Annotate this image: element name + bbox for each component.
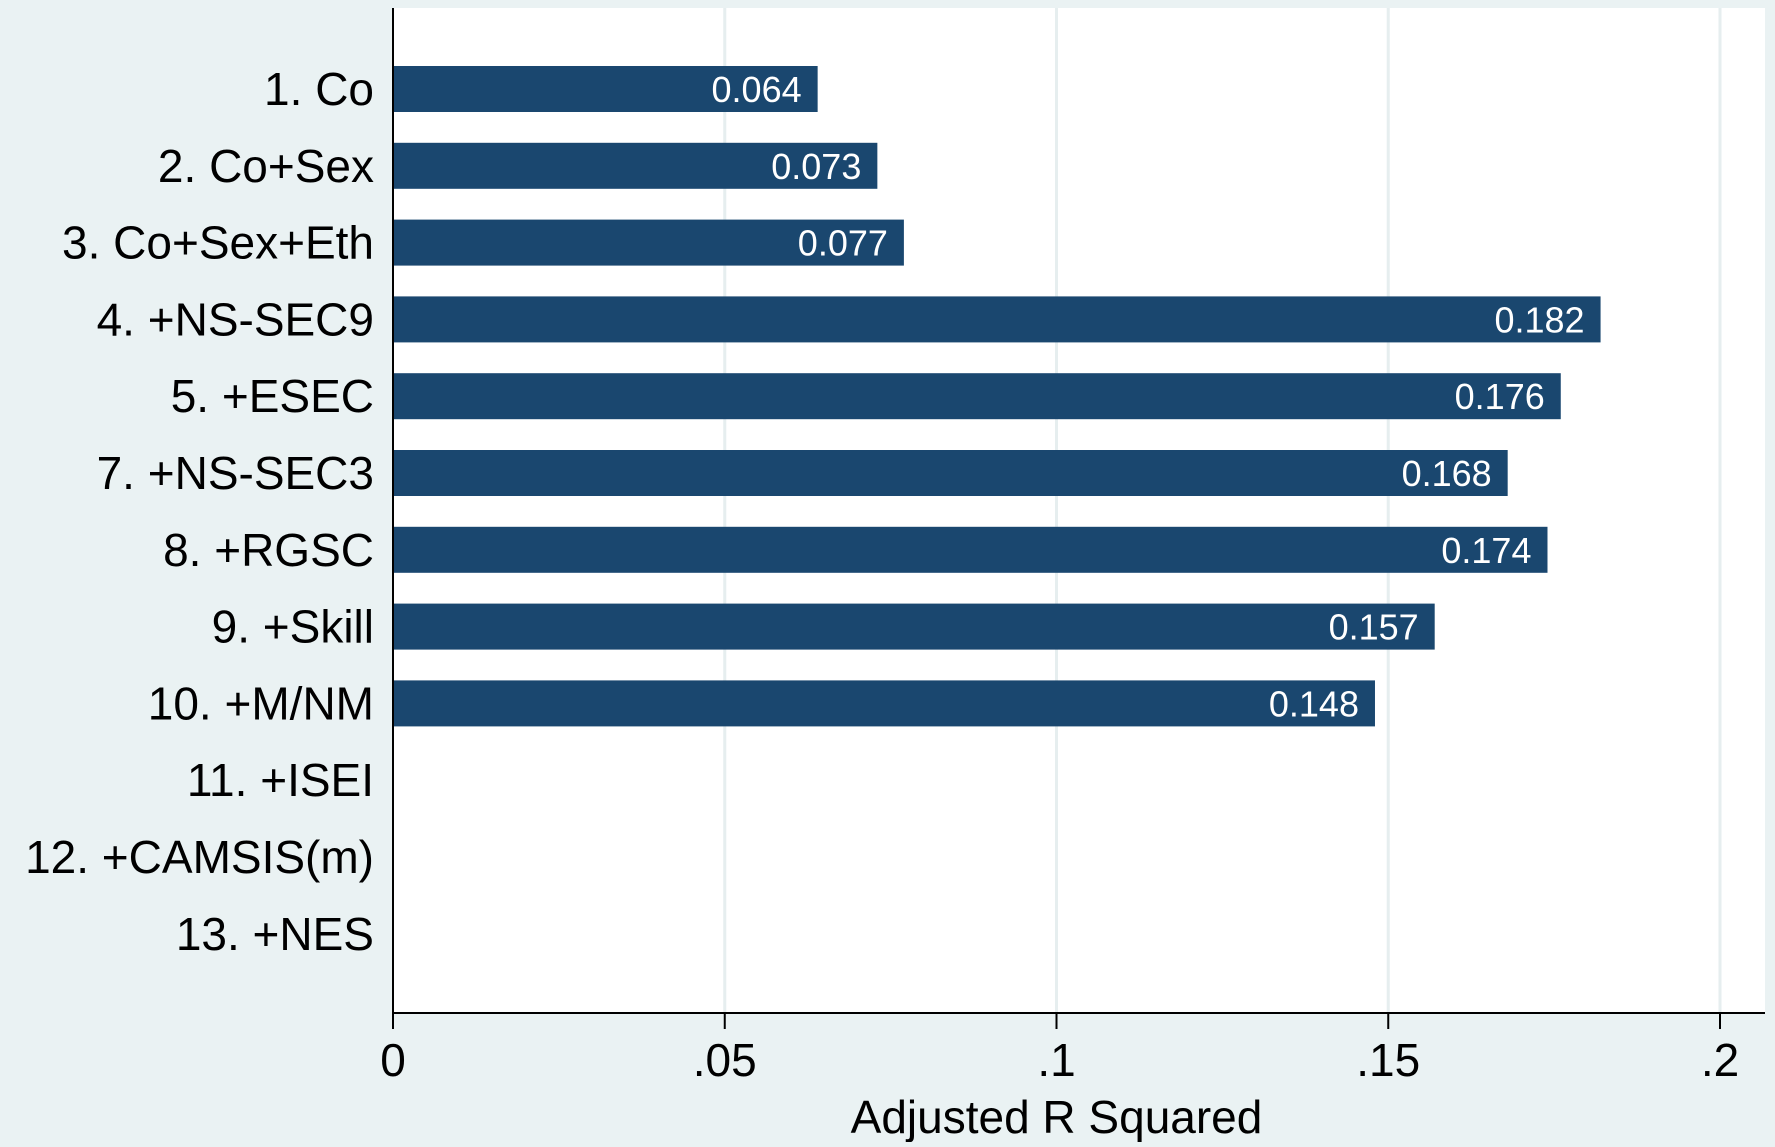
category-label: 7. +NS-SEC3 (97, 447, 374, 499)
category-label: 12. +CAMSIS(m) (25, 831, 374, 883)
bar-value-label: 0.073 (771, 146, 861, 187)
category-label: 10. +M/NM (148, 677, 374, 729)
x-tick-label: .05 (693, 1034, 757, 1086)
category-label: 2. Co+Sex (158, 140, 374, 192)
bar-value-label: 0.148 (1269, 683, 1359, 724)
category-label: 9. +Skill (212, 601, 374, 653)
bar (393, 373, 1561, 420)
x-tick-label: .1 (1037, 1034, 1075, 1086)
x-axis-title: Adjusted R Squared (851, 1091, 1263, 1142)
category-label: 8. +RGSC (163, 524, 374, 576)
category-label: 4. +NS-SEC9 (97, 293, 374, 345)
bar-value-label: 0.174 (1441, 530, 1531, 571)
bar (393, 680, 1375, 727)
bar (393, 603, 1435, 650)
category-label: 11. +ISEI (187, 754, 374, 806)
bar-value-label: 0.182 (1494, 299, 1584, 340)
x-tick-label: 0 (380, 1034, 406, 1086)
bar-value-labels: 0.064 0.073 0.077 0.182 0.176 0.168 0.174 0.157… (712, 69, 1585, 724)
bar (393, 296, 1601, 343)
bar (393, 66, 818, 112)
axes (392, 8, 1765, 1029)
category-labels: 1. Co 2. Co+Sex 3. Co+Sex+Eth 4. +NS-SEC9 5.… (25, 63, 374, 960)
category-label: 3. Co+Sex+Eth (62, 217, 374, 269)
bar-value-label: 0.077 (798, 223, 888, 264)
x-tick-label: .2 (1701, 1034, 1739, 1086)
bar-value-label: 0.157 (1329, 607, 1419, 648)
bar-value-label: 0.064 (712, 69, 802, 110)
bar (393, 219, 904, 266)
bars (393, 66, 1601, 727)
bar-value-label: 0.168 (1402, 453, 1492, 494)
bar-value-label: 0.176 (1455, 376, 1545, 417)
bar (393, 526, 1548, 573)
category-label: 13. +NES (176, 908, 374, 960)
bar (393, 142, 878, 189)
bar (393, 450, 1508, 496)
category-label: 5. +ESEC (171, 370, 374, 422)
category-label: 1. Co (264, 63, 374, 115)
x-tick-label: .15 (1356, 1034, 1420, 1086)
x-tick-labels: 0 .05 .1 .15 .2 (380, 1034, 1739, 1086)
